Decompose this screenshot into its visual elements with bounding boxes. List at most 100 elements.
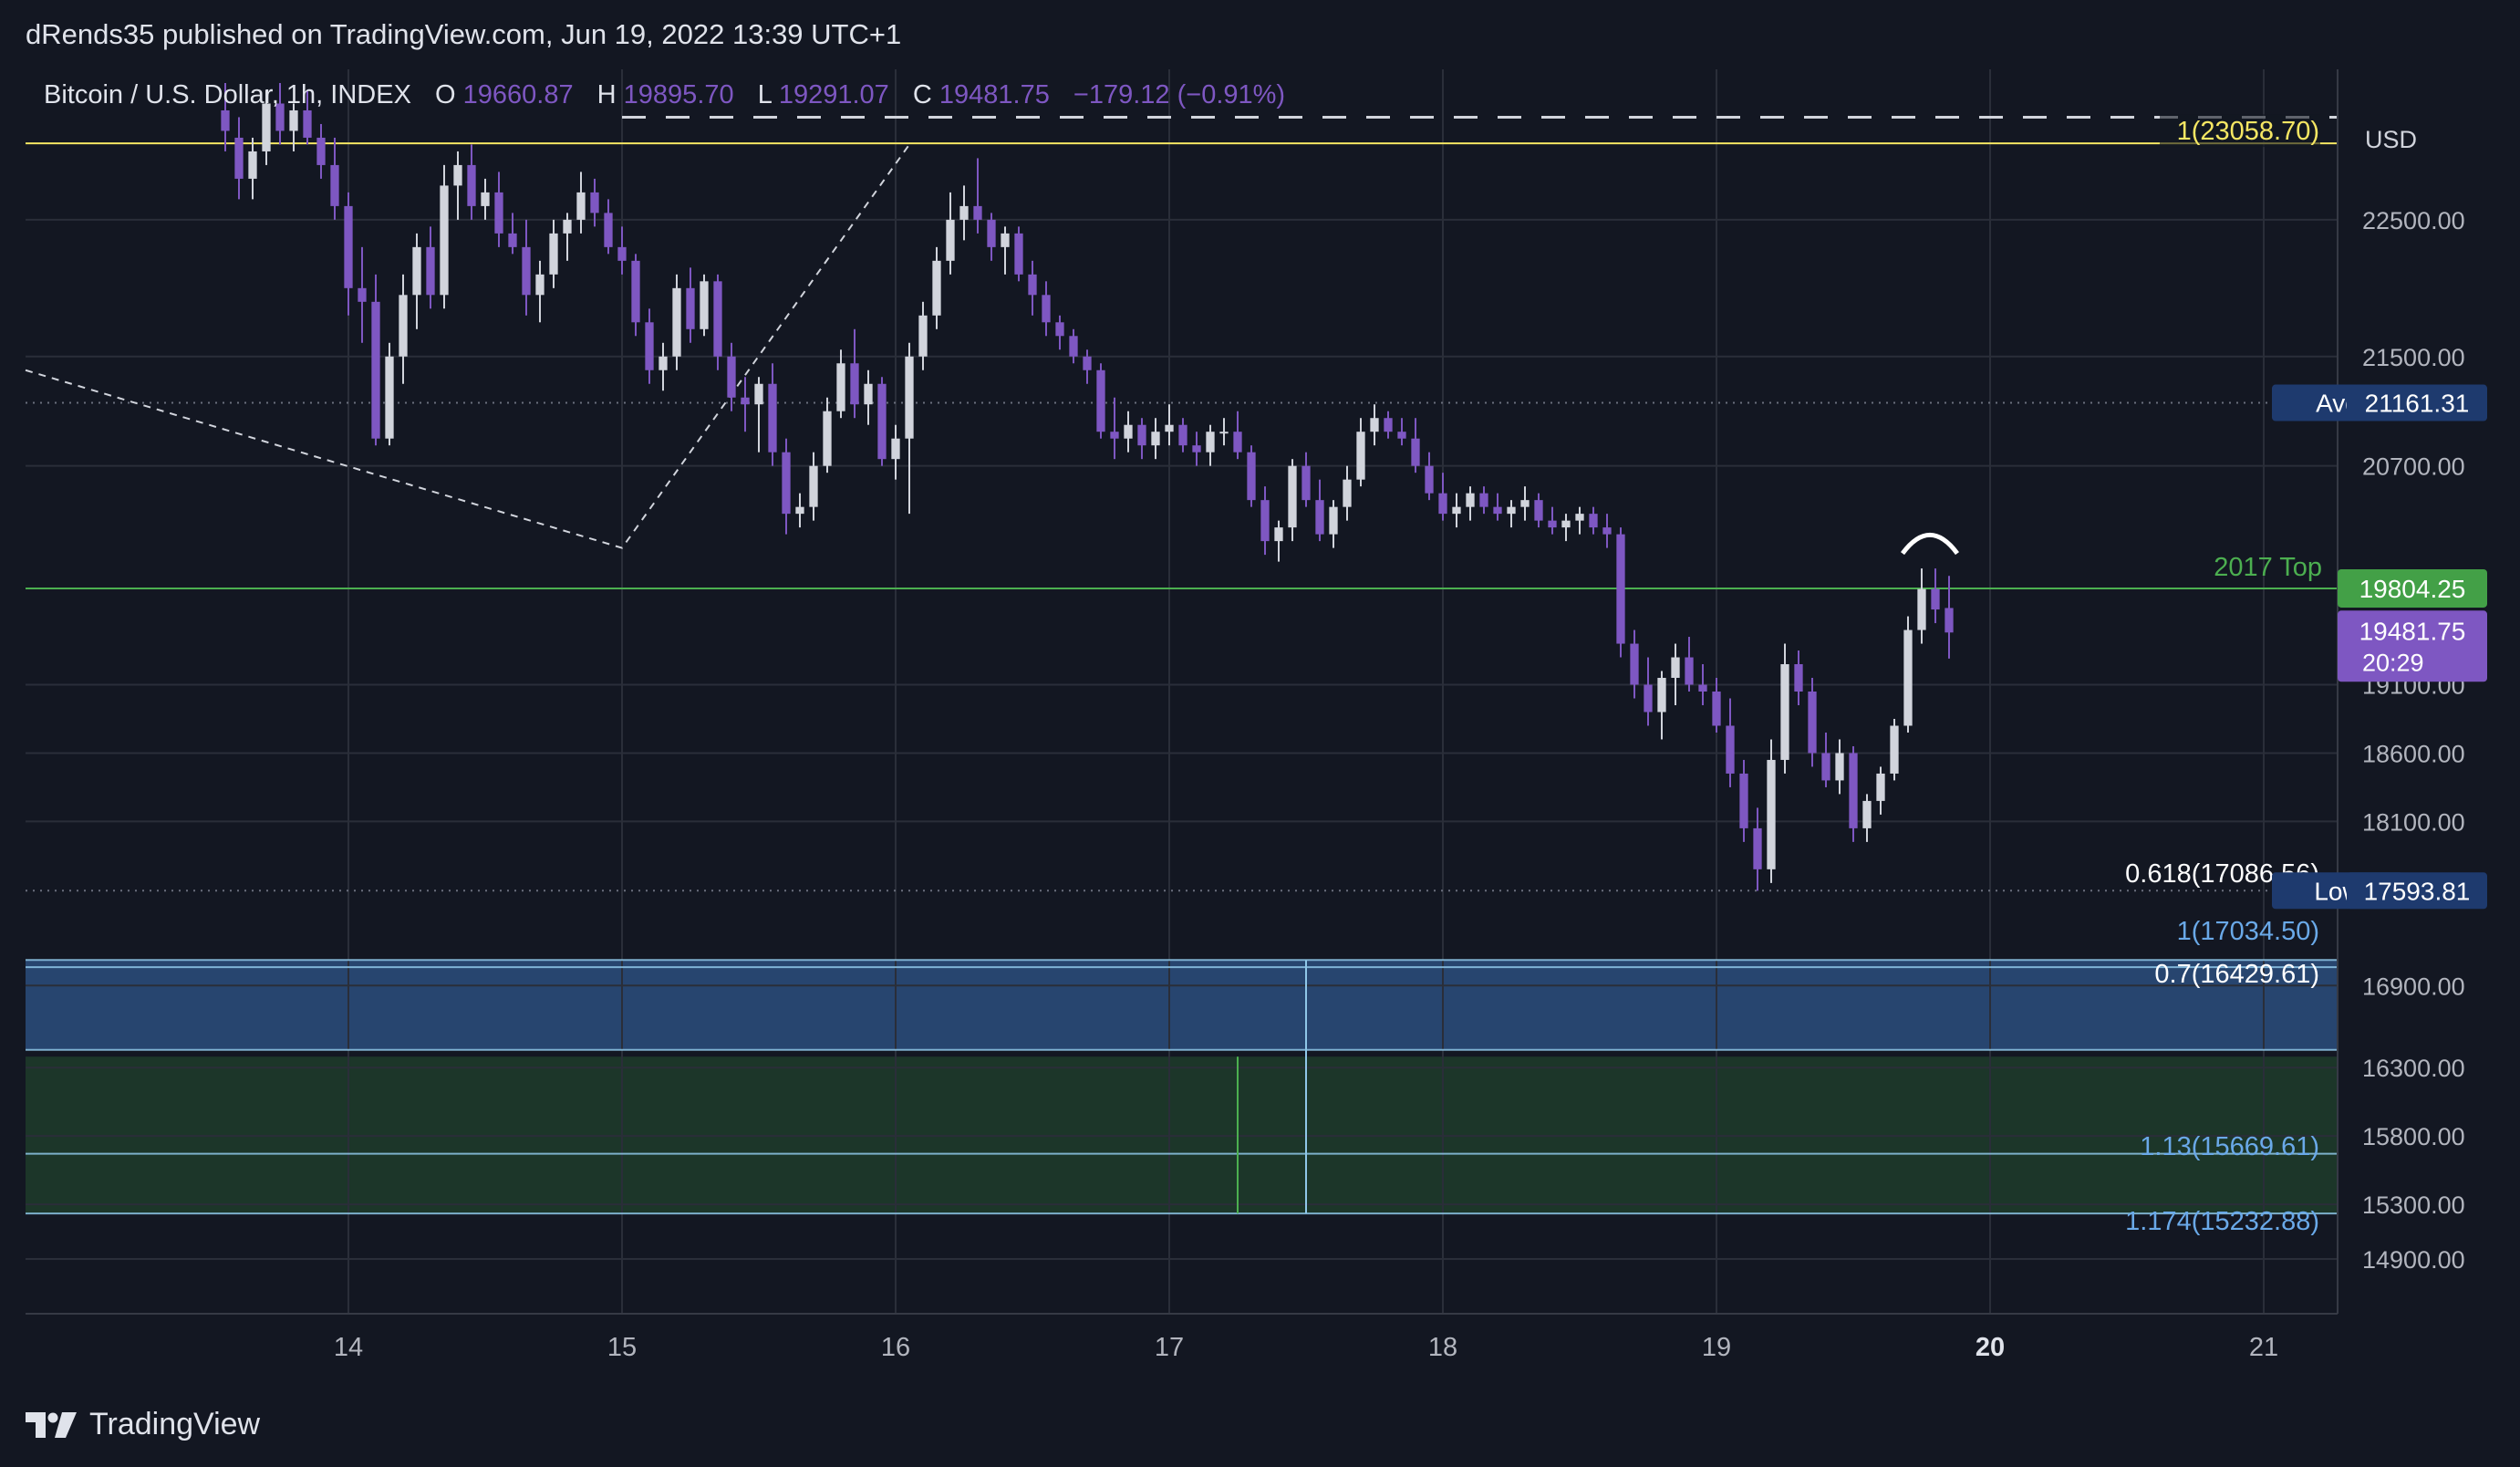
candle-body[interactable] <box>959 205 969 220</box>
candle-body[interactable] <box>1493 506 1502 515</box>
low-value-badge[interactable]: 17593.81 <box>2364 877 2471 905</box>
candle-body[interactable] <box>1137 424 1146 446</box>
candle-body[interactable] <box>877 383 887 460</box>
candle-body[interactable] <box>905 356 914 439</box>
candle-body[interactable] <box>1384 418 1393 432</box>
candle-body[interactable] <box>1411 438 1420 466</box>
candle-body[interactable] <box>1794 664 1803 692</box>
candle-body[interactable] <box>453 164 462 186</box>
candle-body[interactable] <box>303 109 312 138</box>
candle-body[interactable] <box>1110 432 1119 439</box>
candle-body[interactable] <box>645 322 654 370</box>
candle-body[interactable] <box>1890 725 1899 774</box>
avg-value-badge[interactable]: 21161.31 <box>2365 390 2470 418</box>
candle-body[interactable] <box>1671 657 1680 679</box>
candle-body[interactable] <box>1260 500 1270 542</box>
current-price-badge[interactable]: 19481.75 <box>2359 617 2466 645</box>
candle-body[interactable] <box>754 383 763 405</box>
candle-body[interactable] <box>1876 773 1885 801</box>
candle-body[interactable] <box>836 363 845 411</box>
candle-body[interactable] <box>1712 692 1721 726</box>
candle-body[interactable] <box>1589 514 1598 528</box>
candle-body[interactable] <box>768 383 777 453</box>
candle-body[interactable] <box>1849 753 1858 828</box>
candle-body[interactable] <box>782 452 791 515</box>
candle-body[interactable] <box>1370 418 1379 432</box>
candle-body[interactable] <box>1096 369 1105 432</box>
candle-body[interactable] <box>1438 493 1447 515</box>
candle-body[interactable] <box>1274 527 1283 542</box>
candle-body[interactable] <box>1055 322 1064 337</box>
candle-body[interactable] <box>1206 432 1215 453</box>
candle-body[interactable] <box>1124 424 1133 439</box>
candle-body[interactable] <box>494 192 503 234</box>
candle-body[interactable] <box>1315 500 1324 535</box>
candle-body[interactable] <box>946 219 955 261</box>
candle-body[interactable] <box>535 274 544 296</box>
candle-body[interactable] <box>617 246 627 261</box>
candle-body[interactable] <box>522 246 531 296</box>
candle-body[interactable] <box>371 301 380 439</box>
candle-body[interactable] <box>248 151 257 179</box>
candle-body[interactable] <box>631 260 640 323</box>
top-value-badge[interactable]: 19804.25 <box>2359 575 2466 603</box>
candle-body[interactable] <box>713 281 722 357</box>
candle-body[interactable] <box>385 356 394 439</box>
candle-body[interactable] <box>1343 479 1352 507</box>
candle-body[interactable] <box>1219 432 1229 434</box>
candle-body[interactable] <box>467 164 476 206</box>
candle-body[interactable] <box>1657 678 1666 713</box>
candle-body[interactable] <box>1548 520 1557 528</box>
candle-body[interactable] <box>1069 336 1078 357</box>
candle-body[interactable] <box>1507 506 1516 515</box>
candle-body[interactable] <box>1561 520 1571 528</box>
candle-body[interactable] <box>590 192 599 213</box>
tradingview-logo[interactable]: TradingView <box>26 1407 260 1442</box>
candle-body[interactable] <box>1397 432 1406 439</box>
candle-body[interactable] <box>1425 465 1434 494</box>
symbol-name[interactable]: Bitcoin / U.S. Dollar, 1h, INDEX <box>44 80 411 109</box>
candle-body[interactable] <box>1028 274 1037 296</box>
candle-body[interactable] <box>1698 684 1707 692</box>
candle-body[interactable] <box>1739 773 1748 828</box>
candle-body[interactable] <box>275 103 285 131</box>
candle-body[interactable] <box>1356 432 1365 480</box>
candle-body[interactable] <box>1534 500 1543 521</box>
candle-body[interactable] <box>426 246 435 296</box>
candle-body[interactable] <box>1767 759 1776 869</box>
price-axis[interactable] <box>2338 69 2520 1314</box>
candle-body[interactable] <box>262 103 271 151</box>
candle-body[interactable] <box>918 315 928 357</box>
candle-body[interactable] <box>659 356 668 370</box>
avg-value-badge-bg[interactable] <box>2347 384 2487 421</box>
candle-body[interactable] <box>412 246 421 296</box>
candle-body[interactable] <box>1014 233 1023 275</box>
candle-body[interactable] <box>727 356 736 398</box>
candle-body[interactable] <box>399 295 408 357</box>
candle-body[interactable] <box>1247 452 1256 501</box>
current-price-badge-bg[interactable] <box>2338 610 2487 682</box>
candle-body[interactable] <box>850 363 859 405</box>
candle-body[interactable] <box>1931 588 1940 610</box>
candle-body[interactable] <box>1726 725 1735 774</box>
candle-body[interactable] <box>1644 684 1653 713</box>
candle-body[interactable] <box>1862 800 1872 828</box>
candle-body[interactable] <box>1288 465 1297 528</box>
candle-body[interactable] <box>700 281 709 329</box>
candle-body[interactable] <box>809 465 818 507</box>
candle-body[interactable] <box>1835 753 1844 781</box>
candle-body[interactable] <box>1780 664 1789 760</box>
candle-body[interactable] <box>1151 432 1160 446</box>
candle-body[interactable] <box>1466 493 1475 507</box>
candle-body[interactable] <box>973 205 982 220</box>
candle-body[interactable] <box>481 192 490 206</box>
candle-body[interactable] <box>1178 424 1187 446</box>
candle-body[interactable] <box>1192 445 1201 453</box>
candle-body[interactable] <box>1575 514 1584 521</box>
candle-body[interactable] <box>289 109 298 131</box>
trendline[interactable] <box>25 143 910 549</box>
candle-body[interactable] <box>1808 692 1817 754</box>
candle-body[interactable] <box>1165 424 1174 432</box>
